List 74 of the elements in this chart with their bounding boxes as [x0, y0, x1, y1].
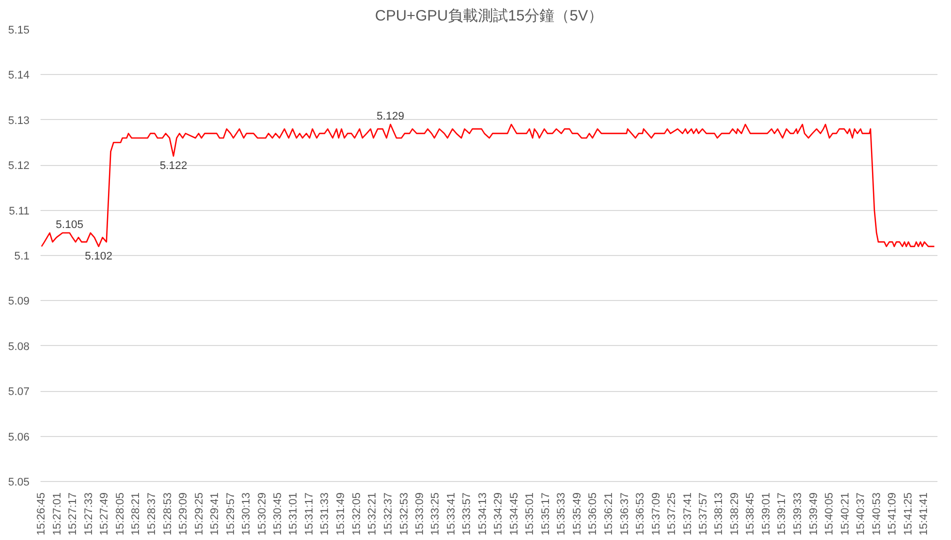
y-tick-label: 5.07: [8, 386, 30, 398]
x-tick-label: 15:38:13: [713, 492, 726, 536]
x-tick-label: 15:30:13: [240, 492, 252, 536]
x-tick-label: 15:31:17: [304, 492, 316, 536]
annotation: 5.102: [84, 250, 112, 262]
y-tick-label: 5.12: [8, 160, 30, 172]
y-tick-label: 5.15: [8, 24, 30, 36]
x-tick-label: 15:33:57: [461, 492, 474, 536]
x-tick-label: 15:41:41: [918, 492, 930, 536]
x-tick-label: 15:27:33: [83, 492, 96, 536]
x-tick-label: 15:35:17: [540, 492, 552, 536]
x-tick-label: 15:28:37: [146, 492, 158, 536]
x-tick-label: 15:40:37: [854, 492, 867, 536]
x-tick-label: 15:37:41: [682, 492, 694, 536]
x-tick-label: 15:40:05: [824, 492, 836, 536]
y-tick-label: 5.09: [8, 296, 30, 308]
x-tick-label: 15:32:05: [350, 492, 363, 536]
x-tick-label: 15:29:41: [208, 492, 221, 536]
x-tick-label: 15:33:25: [429, 492, 442, 536]
x-tick-label: 15:38:45: [744, 492, 757, 536]
annotation: 5.129: [376, 110, 404, 122]
x-tick-label: 15:26:45: [36, 492, 48, 536]
x-tick-label: 15:37:57: [698, 492, 710, 536]
y-tick-label: 5.14: [8, 70, 30, 82]
x-tick-label: 15:35:33: [556, 492, 568, 536]
x-tick-label: 15:34:29: [492, 492, 505, 536]
y-tick-label: 5.11: [8, 205, 30, 218]
x-tick-label: 15:39:49: [808, 492, 820, 536]
x-tick-label: 15:39:17: [776, 492, 788, 536]
x-tick-label: 15:29:09: [177, 492, 190, 536]
x-tick-label: 15:36:53: [634, 492, 646, 536]
y-tick-label: 5.06: [8, 431, 30, 444]
annotation: 5.105: [56, 218, 84, 231]
x-tick-label: 15:27:01: [52, 492, 64, 536]
x-tick-label: 15:32:53: [398, 492, 410, 536]
x-tick-label: 15:27:17: [67, 492, 80, 536]
x-tick-label: 15:38:29: [729, 492, 742, 536]
y-tick-label: 5.13: [8, 114, 30, 127]
x-tick-label: 15:35:49: [571, 492, 584, 536]
line-series: [40, 124, 935, 248]
x-tick-label: 15:39:01: [760, 492, 773, 536]
x-tick-label: 15:31:33: [319, 492, 332, 536]
x-tick-label: 15:29:57: [224, 492, 237, 536]
x-tick-label: 15:36:37: [618, 492, 631, 536]
x-tick-label: 15:36:21: [602, 492, 615, 536]
x-tick-label: 15:36:05: [587, 492, 600, 536]
x-tick-label: 15:28:05: [114, 492, 127, 536]
x-tick-label: 15:29:25: [193, 492, 206, 536]
x-tick-label: 15:30:45: [272, 492, 284, 536]
y-tick-label: 5.1: [14, 250, 30, 262]
x-tick-label: 15:41:09: [886, 492, 898, 536]
y-tick-label: 5.05: [8, 476, 30, 488]
x-tick-label: 15:32:37: [382, 492, 394, 536]
x-tick-label: 15:34:45: [508, 492, 521, 536]
y-tick-label: 5.08: [8, 340, 30, 353]
x-tick-label: 15:33:09: [414, 492, 426, 536]
x-tick-label: 15:32:21: [366, 492, 379, 536]
chart-title: CPU+GPU負載測試15分鐘（5V）: [375, 8, 603, 24]
x-tick-label: 15:39:33: [792, 492, 804, 536]
x-tick-label: 15:30:29: [256, 492, 268, 536]
x-tick-label: 15:27:49: [98, 492, 111, 536]
x-tick-label: 15:41:25: [902, 492, 914, 536]
x-tick-label: 15:35:01: [524, 492, 536, 536]
x-tick-label: 15:31:49: [335, 492, 348, 536]
x-tick-label: 15:40:53: [870, 492, 883, 536]
x-tick-label: 15:33:41: [445, 492, 458, 536]
x-tick-label: 15:34:13: [476, 492, 489, 536]
x-tick-label: 15:28:53: [162, 492, 174, 536]
x-tick-label: 15:37:25: [666, 492, 678, 536]
x-tick-label: 15:28:21: [130, 492, 142, 536]
x-tick-label: 15:37:09: [650, 492, 662, 536]
annotation: 5.122: [160, 160, 188, 172]
x-tick-label: 15:40:21: [839, 492, 852, 536]
x-tick-label: 15:31:01: [288, 492, 300, 536]
